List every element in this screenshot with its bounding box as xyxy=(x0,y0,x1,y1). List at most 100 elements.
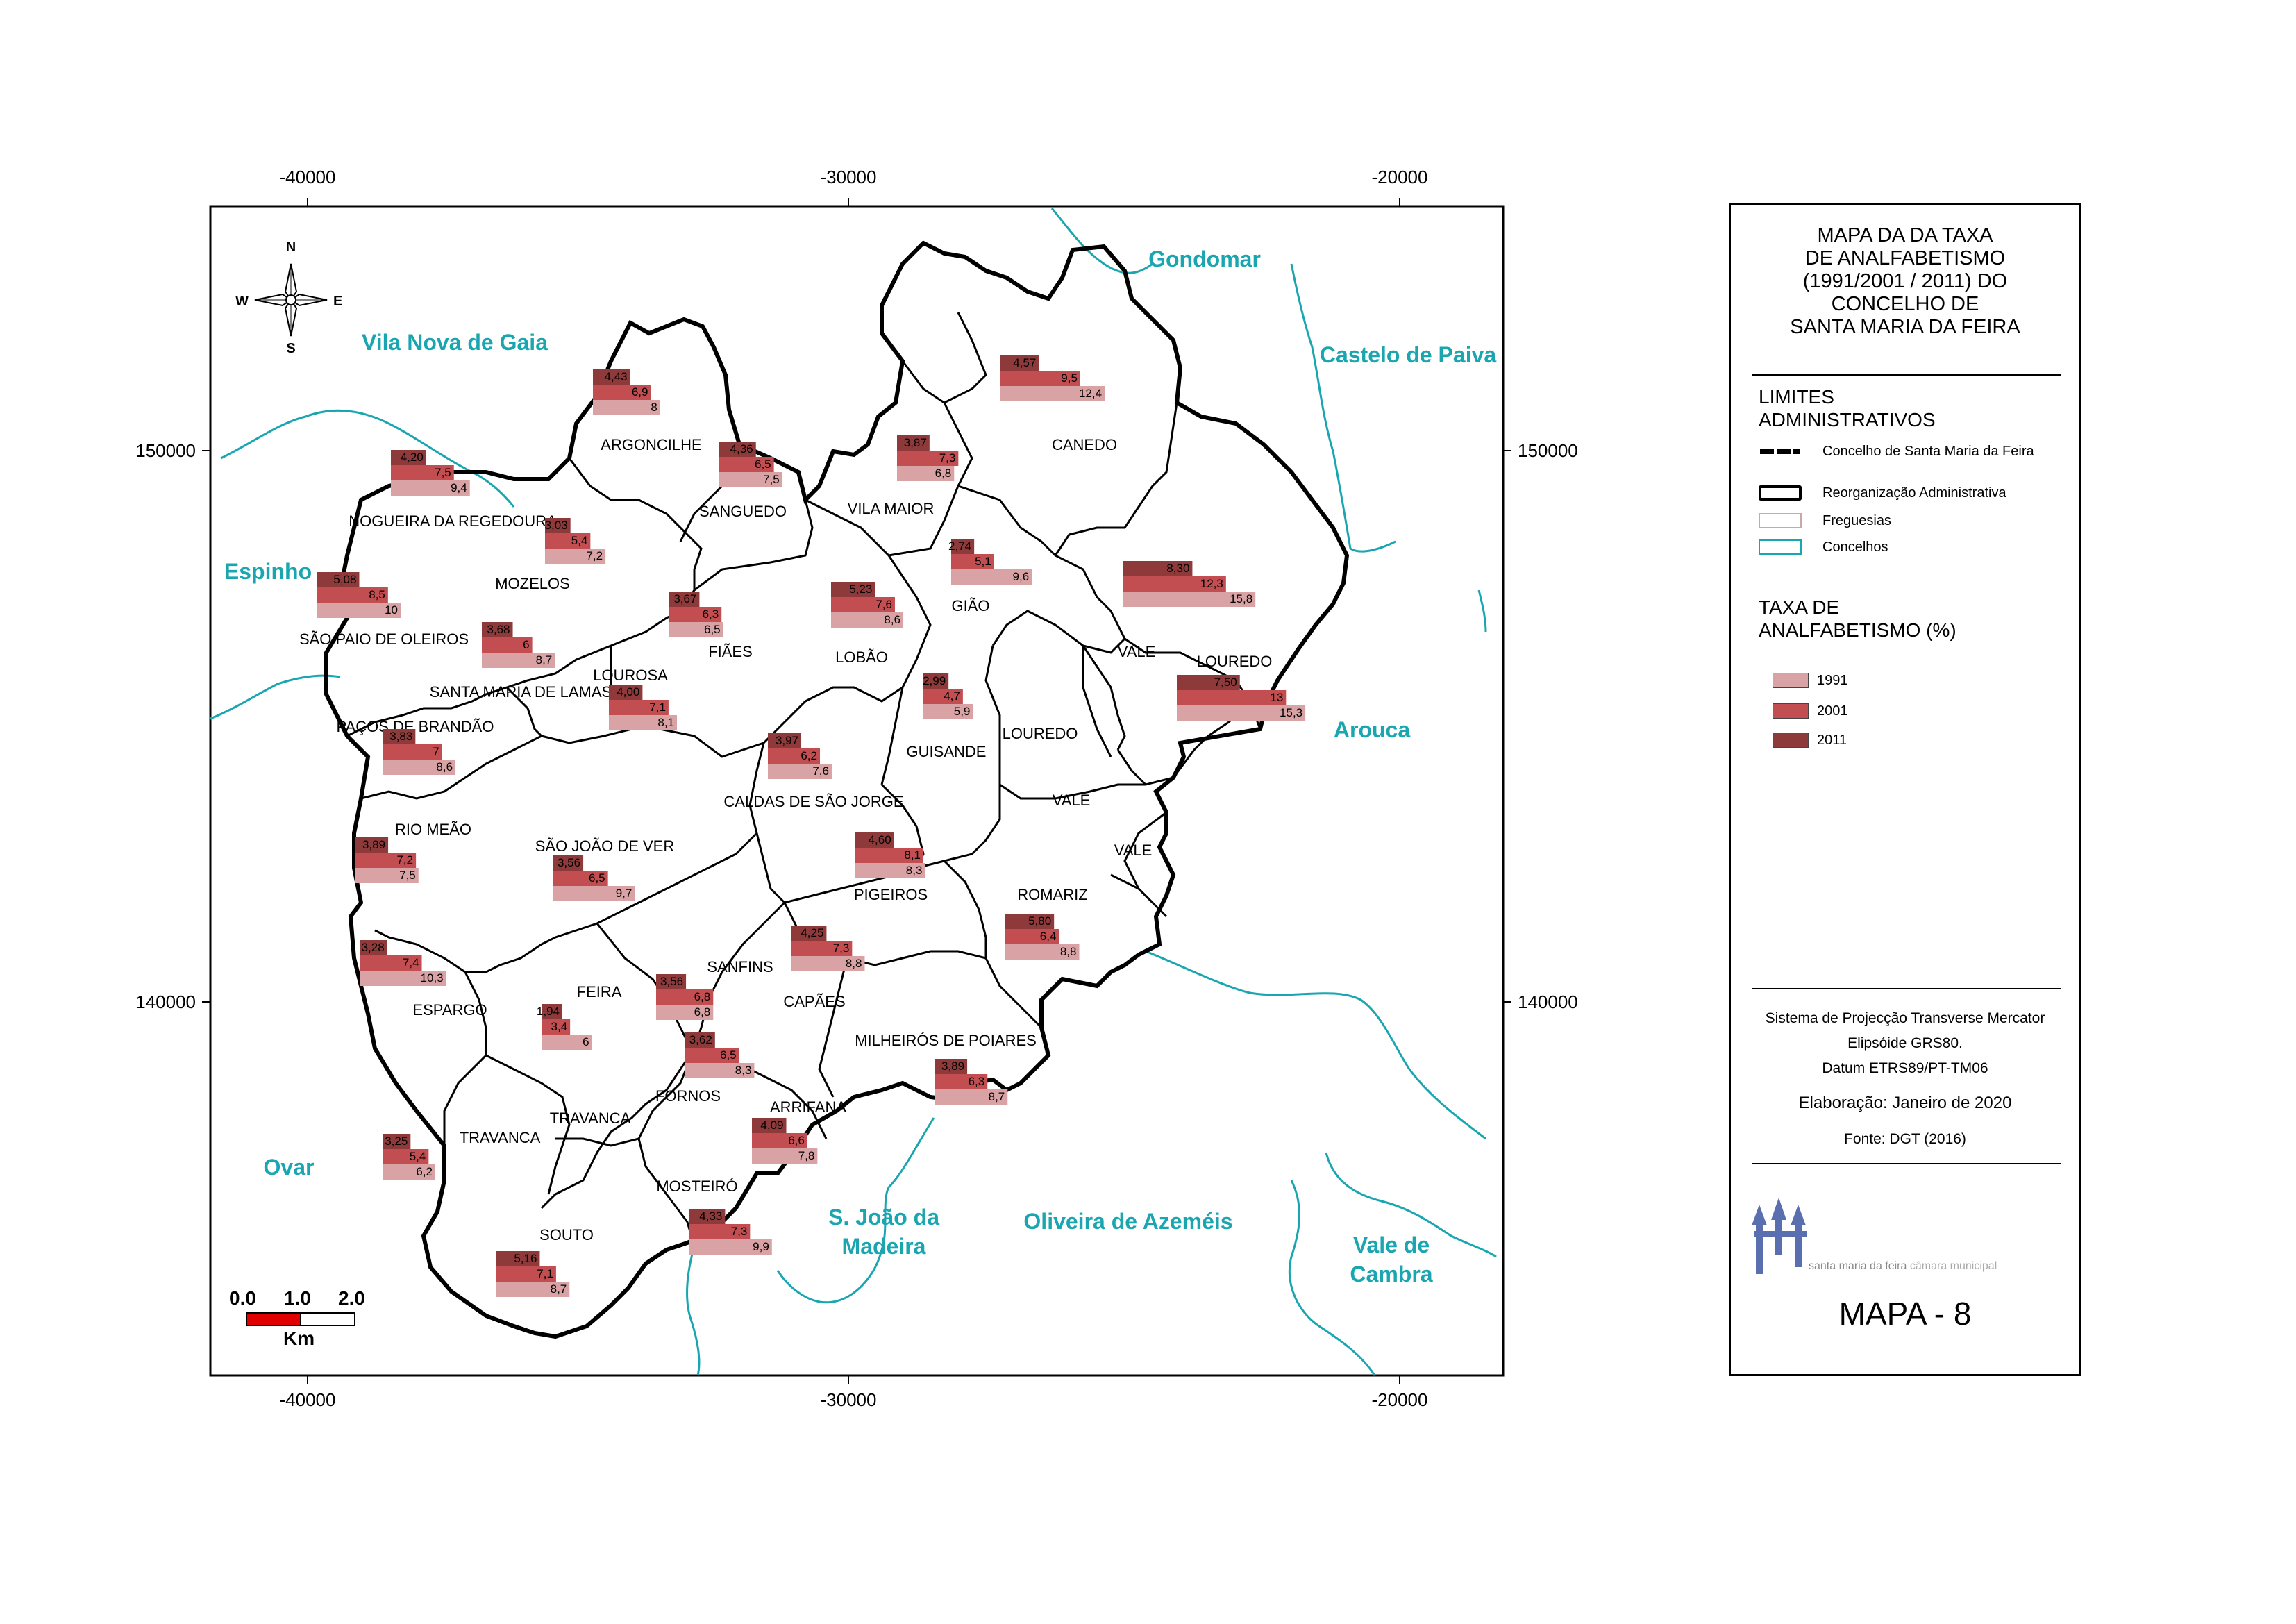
x-tick-label: -20000 xyxy=(1372,1389,1428,1410)
bar-value-label: 8,1 xyxy=(904,848,921,862)
bar-value-label: 6,8 xyxy=(694,1005,711,1019)
projection-text: Sistema de Projecção Transverse Mercator xyxy=(1765,1010,2045,1026)
bar-group: 3,89 7,2 7,5 xyxy=(355,837,419,883)
bar-2001 xyxy=(752,1133,807,1148)
parish-label: RIO MEÃO xyxy=(395,821,471,838)
bar-value-label: 6,8 xyxy=(935,467,952,480)
bar-2001 xyxy=(542,1019,571,1035)
bar-value-label: 7,4 xyxy=(403,956,419,969)
bar-value-label: 5,16 xyxy=(514,1252,537,1265)
bar-2001 xyxy=(656,989,714,1005)
bar-group: 4,33 7,3 9,9 xyxy=(689,1209,772,1255)
bar-value-label: 5,9 xyxy=(954,705,971,718)
coordinate-ticks xyxy=(202,198,1511,1384)
bar-value-label: 1,94 xyxy=(537,1005,560,1018)
bar-value-label: 3,67 xyxy=(673,592,696,605)
parish-label: LOUREDO xyxy=(1197,653,1273,670)
bar-2011 xyxy=(593,369,630,385)
parish-label: MILHEIRÓS DE POIARES xyxy=(855,1032,1037,1049)
bar-group: 3,62 6,5 8,3 xyxy=(685,1032,755,1078)
bar-group: 1,94 3,4 6 xyxy=(537,1004,592,1050)
bar-value-label: 3,03 xyxy=(545,519,568,532)
bar-value-label: 4,43 xyxy=(605,370,628,383)
bar-1991 xyxy=(593,400,660,415)
bar-value-label: 6,2 xyxy=(416,1165,433,1178)
bar-group: 4,00 7,1 8,1 xyxy=(609,685,678,730)
bar-2001 xyxy=(383,1149,429,1164)
bar-group: 2,74 5,1 9,6 xyxy=(948,539,1032,585)
dashed-line-icon xyxy=(1760,449,1800,454)
parish-labels: ARGONCILHE CANEDO NOGUEIRA DA REGEDOURA … xyxy=(299,436,1272,1244)
bar-2011 xyxy=(609,685,643,700)
bar-value-label: 7,50 xyxy=(1214,676,1237,689)
bar-group: 3,87 7,3 6,8 xyxy=(897,435,959,481)
bar-value-label: 8,8 xyxy=(1060,945,1077,958)
bar-1991 xyxy=(1123,592,1256,607)
bar-value-label: 5,08 xyxy=(333,573,356,586)
bar-1991 xyxy=(656,1005,714,1020)
datum-text: Datum ETRS89/PT-TM06 xyxy=(1822,1060,1988,1076)
bar-2011 xyxy=(689,1209,726,1224)
parish-label: NOGUEIRA DA REGEDOURA xyxy=(349,512,557,530)
municipality-label: Espinho xyxy=(224,559,312,584)
bar-value-label: 6,3 xyxy=(703,608,719,621)
elaboration-text: Elaboração: Janeiro de 2020 xyxy=(1798,1094,2012,1112)
parish-label: SÃO PAIO DE OLEIROS xyxy=(299,630,469,648)
bar-2001 xyxy=(719,457,774,472)
logo-sub: câmara municipal xyxy=(1909,1260,1997,1272)
bar-value-label: 8,7 xyxy=(536,653,553,667)
bar-value-label: 7,5 xyxy=(763,473,780,486)
bar-value-label: 8 xyxy=(651,401,657,414)
bar-value-label: 9,9 xyxy=(753,1240,769,1253)
bar-2011 xyxy=(383,1134,411,1149)
bar-2011 xyxy=(391,450,426,465)
bar-1991 xyxy=(317,603,401,618)
bar-1991 xyxy=(609,715,678,730)
bar-2011 xyxy=(855,832,894,848)
bar-value-label: 3,4 xyxy=(551,1020,567,1033)
bar-value-label: 5,4 xyxy=(410,1150,426,1163)
bar-2011 xyxy=(1000,355,1039,371)
bar-2011 xyxy=(656,974,687,989)
bar-value-label: 8,7 xyxy=(989,1090,1005,1103)
bar-value-label: 6,9 xyxy=(632,385,648,399)
parish-label: ROMARIZ xyxy=(1017,886,1087,903)
legend-item-label: Freguesias xyxy=(1822,512,1891,528)
bar-1991 xyxy=(923,704,973,719)
parish-label: ARRIFANA xyxy=(770,1098,846,1116)
parish-label: SOUTO xyxy=(539,1226,594,1244)
limits-heading: LIMITES ADMINISTRATIVOS xyxy=(1759,386,1936,430)
bar-value-label: 12,4 xyxy=(1079,387,1102,400)
bar-2011 xyxy=(482,622,513,637)
bar-2011 xyxy=(685,1032,715,1048)
bar-2001 xyxy=(593,385,651,400)
rate-heading: TAXA DE ANALFABETISMO (%) xyxy=(1759,596,1956,641)
bar-value-label: 6,5 xyxy=(704,623,721,636)
bar-2001 xyxy=(545,533,591,549)
parish-label: FEIRA xyxy=(577,983,622,1001)
bar-2011 xyxy=(542,1004,562,1019)
bar-value-label: 15,8 xyxy=(1230,592,1252,605)
x-tick-label: -30000 xyxy=(821,167,877,187)
parish-label: VALE xyxy=(1118,643,1156,660)
bar-2011 xyxy=(831,582,875,597)
compass-w: W xyxy=(235,294,249,309)
bar-1991 xyxy=(768,764,832,779)
bar-value-label: 6,8 xyxy=(694,990,711,1003)
bar-value-label: 6,5 xyxy=(755,458,771,471)
legend-title: MAPA DA DA TAXA DE ANALFABETISMO (1991/2… xyxy=(1790,224,2020,338)
municipality-label: Cambra xyxy=(1350,1262,1432,1287)
bar-1991 xyxy=(391,480,470,496)
bar-value-label: 9,7 xyxy=(616,887,632,900)
bar-2001 xyxy=(791,941,853,956)
bar-group: 7,50 13 15,3 xyxy=(1177,675,1306,721)
bar-1991 xyxy=(1005,944,1080,960)
municipality-lines xyxy=(210,208,1497,1376)
bar-group: 3,255,4 6,2 xyxy=(383,1134,436,1180)
scale-label: 2.0 xyxy=(338,1287,365,1309)
municipality-label: Castelo de Paiva xyxy=(1320,342,1497,367)
bar-1991 xyxy=(831,612,904,628)
parish-label: VALE xyxy=(1114,842,1153,859)
bar-2011 xyxy=(923,673,949,689)
